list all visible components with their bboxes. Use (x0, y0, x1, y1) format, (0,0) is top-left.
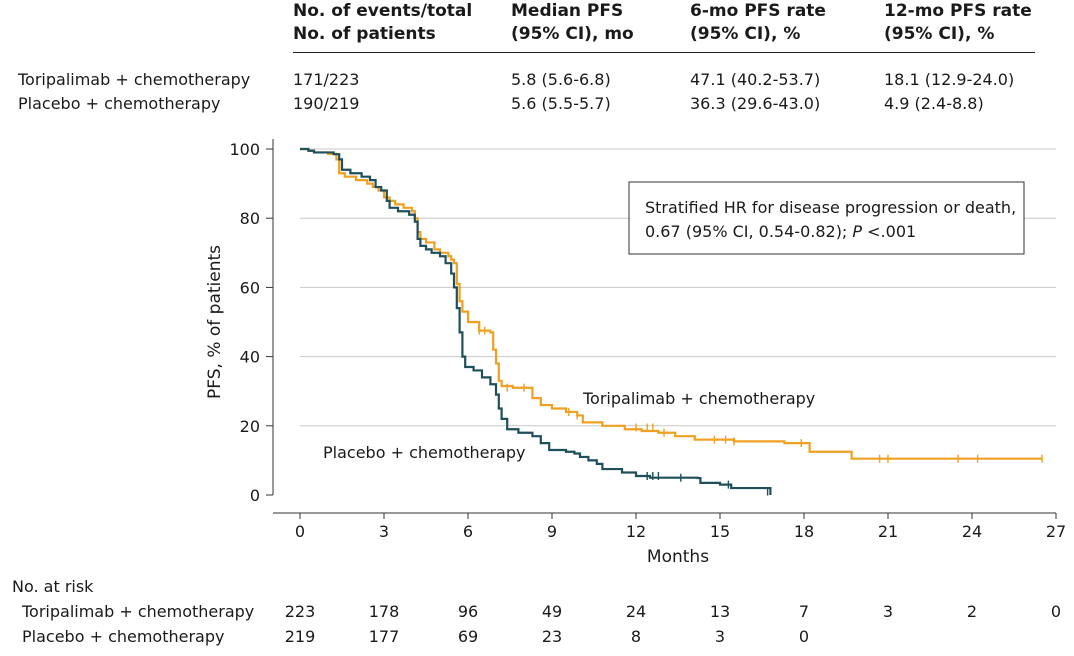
risk-count: 7 (798, 602, 810, 621)
x-tick-label: 18 (794, 522, 814, 541)
y-tick-label: 40 (240, 348, 260, 367)
header-rule (293, 52, 1035, 53)
risk-count: 69 (457, 627, 479, 646)
line-label-toripalimab: Toripalimab + chemotherapy (582, 389, 815, 408)
x-tick-label: 24 (962, 522, 982, 541)
x-tick-label: 15 (710, 522, 730, 541)
risk-count: 8 (630, 627, 642, 646)
y-tick-label: 80 (240, 209, 260, 228)
risk-count: 178 (368, 602, 400, 621)
table-row-label: Toripalimab + chemotherapy (18, 70, 251, 89)
risk-count: 3 (882, 602, 894, 621)
placebo-curve (300, 147, 772, 495)
x-tick-label: 21 (878, 522, 898, 541)
risk-count: 223 (284, 602, 316, 621)
header-events: No. of events/total No. of patients (293, 1, 473, 44)
risk-table-title: No. at risk (12, 577, 94, 596)
table-cell-median: 5.6 (5.5-5.7) (511, 94, 611, 113)
x-tick-label: 27 (1046, 522, 1066, 541)
risk-count: 0 (1050, 602, 1062, 621)
annotation-box (628, 181, 1025, 255)
table-cell-rate6: 47.1 (40.2-53.7) (690, 70, 821, 89)
risk-count: 49 (541, 602, 563, 621)
x-axis-label: Months (647, 547, 709, 567)
risk-count: 0 (798, 627, 810, 646)
table-cell-events: 190/219 (293, 94, 360, 113)
risk-count: 23 (541, 627, 563, 646)
survival-curves (300, 147, 1043, 496)
risk-count: 177 (368, 627, 400, 646)
x-tick-label: 3 (379, 522, 389, 541)
table-row-label: Placebo + chemotherapy (18, 94, 221, 113)
table-cell-rate6: 36.3 (29.6-43.0) (690, 94, 821, 113)
risk-count: 2 (966, 602, 978, 621)
header-6mo-rate: 6-mo PFS rate (95% CI), % (690, 1, 826, 44)
risk-count: 13 (709, 602, 731, 621)
y-tick-labels: 0 20 40 60 80 100 (229, 140, 260, 505)
annotation-line-2: 0.67 (95% CI, 0.54-0.82); P <.001 (645, 222, 916, 241)
risk-count: 96 (457, 602, 479, 621)
y-tick-label: 60 (240, 278, 260, 297)
y-axis-label: PFS, % of patients (205, 245, 225, 399)
hr-annotation: Stratified HR for disease progression or… (628, 181, 1025, 255)
table-cell-events: 171/223 (293, 70, 360, 89)
grid-lines (300, 148, 1056, 427)
x-tick-label: 12 (626, 522, 646, 541)
x-tick-label: 0 (295, 522, 305, 541)
risk-count: 3 (714, 627, 726, 646)
table-cell-median: 5.8 (5.6-6.8) (511, 70, 611, 89)
risk-count: 24 (625, 602, 647, 621)
y-tick-label: 100 (229, 140, 260, 159)
risk-row-label: Toripalimab + chemotherapy (22, 602, 255, 621)
table-cell-rate12: 4.9 (2.4-8.8) (884, 94, 984, 113)
y-tick-label: 20 (240, 417, 260, 436)
y-tick-label: 0 (250, 486, 260, 505)
header-median-pfs: Median PFS (95% CI), mo (511, 1, 634, 44)
line-label-placebo: Placebo + chemotherapy (323, 443, 525, 462)
header-12mo-rate: 12-mo PFS rate (95% CI), % (884, 1, 1032, 44)
annotation-line-1: Stratified HR for disease progression or… (645, 198, 1016, 217)
risk-count: 219 (284, 627, 316, 646)
x-tick-label: 9 (547, 522, 557, 541)
x-tick-label: 6 (463, 522, 473, 541)
risk-row-label: Placebo + chemotherapy (22, 627, 225, 646)
axes (266, 139, 1057, 519)
x-tick-labels: 0 3 6 9 12 15 18 21 24 27 (295, 522, 1066, 541)
table-cell-rate12: 18.1 (12.9-24.0) (884, 70, 1015, 89)
